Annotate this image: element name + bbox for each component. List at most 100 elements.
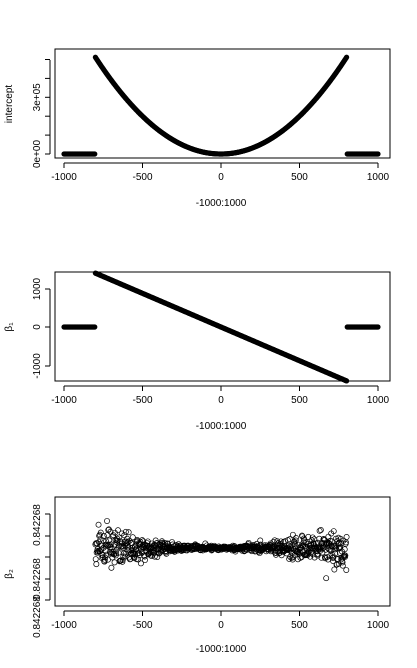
x-axis-beta2: -1000 -500 0 500 1000 -1000:1000 — [51, 610, 390, 655]
data-points-intercept — [61, 54, 381, 157]
data-point — [101, 556, 108, 563]
data-point — [309, 534, 316, 541]
plot-box-beta1 — [54, 271, 391, 382]
data-point — [375, 151, 381, 157]
data-point — [301, 537, 308, 544]
data-point — [92, 556, 99, 563]
y-axis-label: β₁ — [4, 322, 15, 332]
y-tick-label: 0 — [32, 324, 43, 330]
y-tick-label: 0.842268 — [32, 596, 43, 638]
data-point — [320, 536, 327, 542]
data-point — [95, 521, 102, 528]
x-tick-label: -1000 — [51, 395, 77, 406]
data-point — [97, 536, 104, 543]
data-point — [343, 567, 350, 573]
data-point — [331, 566, 338, 573]
data-point — [343, 534, 350, 540]
x-axis-label: -1000:1000 — [196, 421, 247, 432]
data-point — [111, 559, 118, 566]
data-point — [122, 528, 129, 535]
data-point — [305, 533, 312, 540]
x-tick-label: 1000 — [367, 172, 390, 183]
y-tick-label: 0.842268 — [32, 558, 43, 600]
data-point — [344, 54, 350, 60]
x-tick-label: -500 — [132, 395, 152, 406]
data-point — [316, 527, 323, 534]
data-point — [104, 532, 111, 539]
data-point — [115, 527, 121, 534]
data-point — [339, 562, 346, 569]
x-tick-label: 0 — [218, 620, 224, 631]
panel-beta2: -1000 -500 0 500 1000 -1000:1000 0.84226… — [4, 496, 391, 655]
x-tick-label: 500 — [291, 395, 308, 406]
data-point — [292, 540, 299, 547]
data-point — [125, 529, 132, 536]
data-point — [289, 531, 296, 538]
data-point — [375, 324, 381, 330]
y-tick-label: 0e+00 — [32, 140, 43, 169]
data-point — [109, 554, 116, 561]
data-point — [100, 533, 107, 539]
y-tick-label: 0.842268 — [32, 504, 43, 546]
x-tick-label: 500 — [291, 172, 308, 183]
x-tick-label: -1000 — [51, 620, 77, 631]
data-point — [323, 575, 330, 582]
data-point — [292, 537, 299, 544]
y-tick-label: 1000 — [32, 277, 43, 300]
data-point — [316, 535, 323, 542]
data-point — [92, 151, 98, 157]
data-point — [137, 560, 144, 567]
data-point — [333, 545, 340, 551]
x-tick-label: 0 — [218, 172, 224, 183]
data-point — [113, 550, 120, 557]
x-tick-label: -500 — [132, 172, 152, 183]
data-point — [271, 537, 278, 544]
x-tick-label: 1000 — [367, 395, 390, 406]
data-point — [288, 545, 294, 552]
x-axis-label: -1000:1000 — [196, 644, 247, 655]
panel-beta1: -1000 -500 0 500 1000 -1000:1000 1000 0 … — [4, 270, 391, 432]
data-point — [344, 378, 350, 384]
y-tick-label: -1000 — [32, 353, 43, 379]
data-point — [317, 527, 324, 533]
data-point — [257, 537, 264, 544]
data-point — [96, 532, 103, 539]
data-point — [291, 538, 298, 545]
data-point — [337, 535, 344, 542]
x-axis-label: -1000:1000 — [196, 198, 247, 209]
data-point — [107, 528, 114, 535]
data-point — [93, 561, 100, 568]
x-tick-label: -500 — [132, 620, 152, 631]
data-point — [278, 538, 284, 545]
data-points-beta1 — [61, 270, 381, 384]
data-point — [330, 558, 337, 565]
plot-box-intercept — [54, 48, 391, 159]
data-points-beta2 — [92, 518, 350, 582]
data-point — [304, 552, 311, 559]
data-point — [107, 544, 114, 551]
data-point — [330, 528, 337, 535]
x-axis-intercept: -1000 -500 0 500 1000 -1000:1000 — [51, 162, 390, 209]
data-point — [299, 542, 306, 549]
y-tick-label: 3e+05 — [32, 83, 43, 112]
y-axis-intercept: 0e+00 3e+05 intercept — [4, 59, 51, 169]
data-point — [151, 553, 158, 560]
data-point — [341, 546, 348, 553]
x-axis-beta1: -1000 -500 0 500 1000 -1000:1000 — [51, 385, 390, 432]
data-point — [108, 541, 115, 548]
data-point — [332, 550, 339, 557]
data-point — [297, 554, 304, 561]
x-tick-label: 0 — [218, 395, 224, 406]
data-point — [92, 324, 98, 330]
x-tick-label: -1000 — [51, 172, 77, 183]
data-point — [108, 564, 115, 571]
x-tick-label: 1000 — [367, 620, 390, 631]
data-point — [294, 549, 301, 556]
data-point — [128, 550, 135, 557]
data-point — [327, 546, 334, 553]
y-axis-label: intercept — [4, 85, 15, 124]
panel-intercept: -1000 -500 0 500 1000 -1000:1000 0e+00 3… — [4, 48, 391, 209]
y-axis-beta1: 1000 0 -1000 β₁ — [4, 277, 51, 379]
y-axis-beta2: 0.842268 0.842268 0.842268 β₂ — [4, 504, 51, 638]
